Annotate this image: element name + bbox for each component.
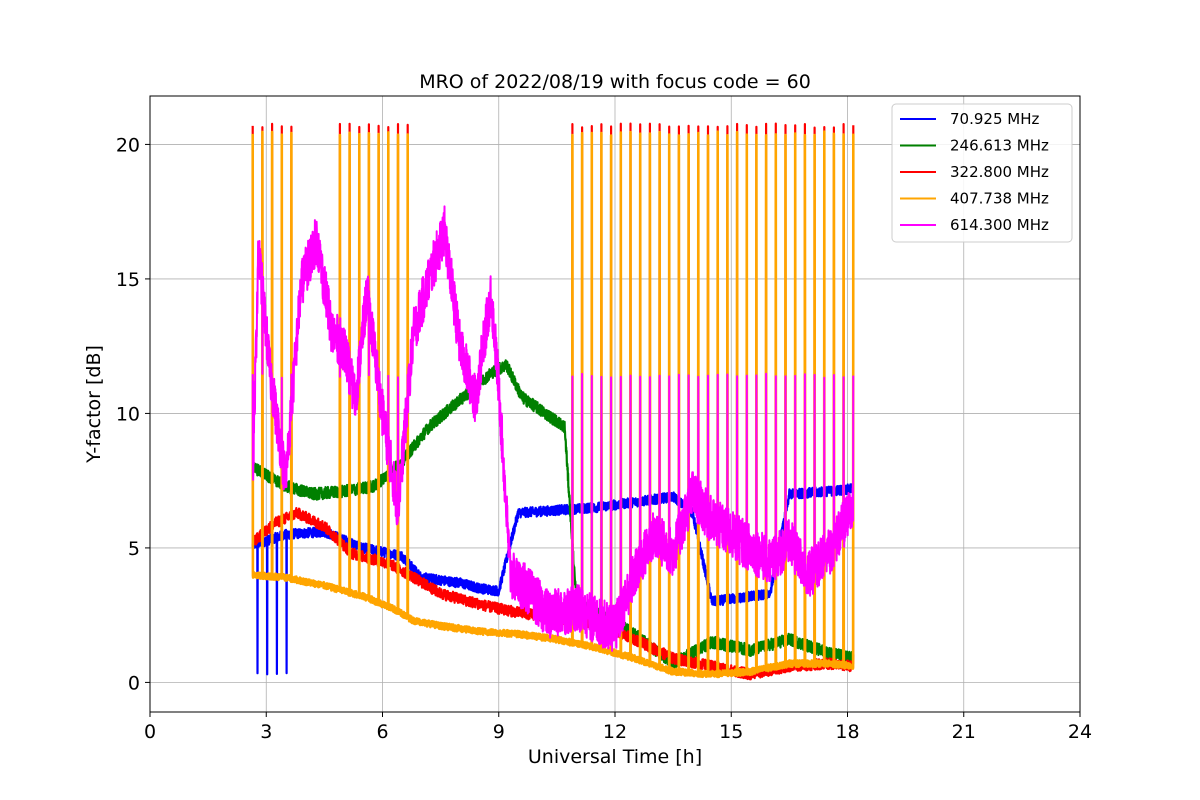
series-line [251, 359, 855, 670]
x-tick-label: 3 [260, 721, 272, 743]
chart-title: MRO of 2022/08/19 with focus code = 60 [419, 71, 811, 93]
x-tick-label: 21 [952, 721, 976, 743]
y-tick-label: 0 [128, 672, 140, 694]
x-tick-label: 6 [376, 721, 388, 743]
x-tick-label: 0 [144, 721, 156, 743]
ticks: 0 3 6 9 12 15 18 21 24 0 5 10 15 20 [116, 134, 1092, 743]
y-tick-label: 20 [116, 134, 140, 156]
legend-label: 407.738 MHz [950, 190, 1049, 208]
series-layer [251, 122, 855, 681]
x-axis-label: Universal Time [h] [528, 746, 702, 768]
y-tick-label: 10 [116, 403, 140, 425]
series-line [251, 205, 855, 652]
y-tick-label: 5 [128, 538, 140, 560]
y-axis-label: Y-factor [dB] [83, 345, 105, 464]
x-tick-label: 15 [719, 721, 743, 743]
x-tick-label: 12 [603, 721, 627, 743]
legend-label: 614.300 MHz [950, 216, 1049, 234]
legend-label: 322.800 MHz [950, 163, 1049, 181]
legend-box [891, 103, 1073, 243]
y-tick-label: 15 [116, 269, 140, 291]
series-line [251, 130, 855, 679]
series-line [251, 483, 855, 676]
legend-label: 246.613 MHz [950, 137, 1049, 155]
x-tick-label: 18 [835, 721, 859, 743]
legend-label: 70.925 MHz [950, 110, 1039, 128]
x-tick-label: 9 [493, 721, 505, 743]
legend: 70.925 MHz 246.613 MHz 322.800 MHz 407.738 … [891, 103, 1073, 243]
x-tick-label: 24 [1068, 721, 1092, 743]
